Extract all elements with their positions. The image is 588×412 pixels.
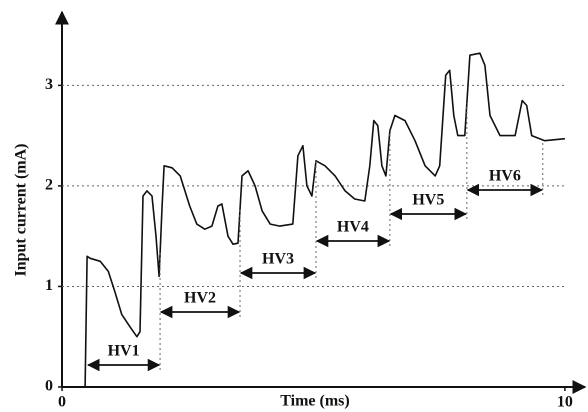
interval-label: HV4	[337, 219, 369, 236]
y-tick-label: 2	[45, 177, 53, 194]
x-tick-label: 0	[58, 394, 66, 411]
y-tick-label: 0	[45, 378, 53, 395]
interval-label: HV2	[184, 290, 216, 307]
interval-label: HV3	[262, 251, 294, 268]
y-tick-label: 3	[45, 76, 53, 93]
interval-label: HV5	[412, 192, 444, 209]
x-axis-label: Time (ms)	[280, 393, 349, 410]
y-tick-label: 1	[45, 277, 53, 294]
interval-label: HV1	[108, 343, 140, 360]
y-axis-label: Input current (mA)	[13, 143, 30, 276]
interval-label: HV6	[489, 168, 521, 185]
x-tick-label: 10	[557, 394, 573, 411]
line	[62, 52, 565, 388]
